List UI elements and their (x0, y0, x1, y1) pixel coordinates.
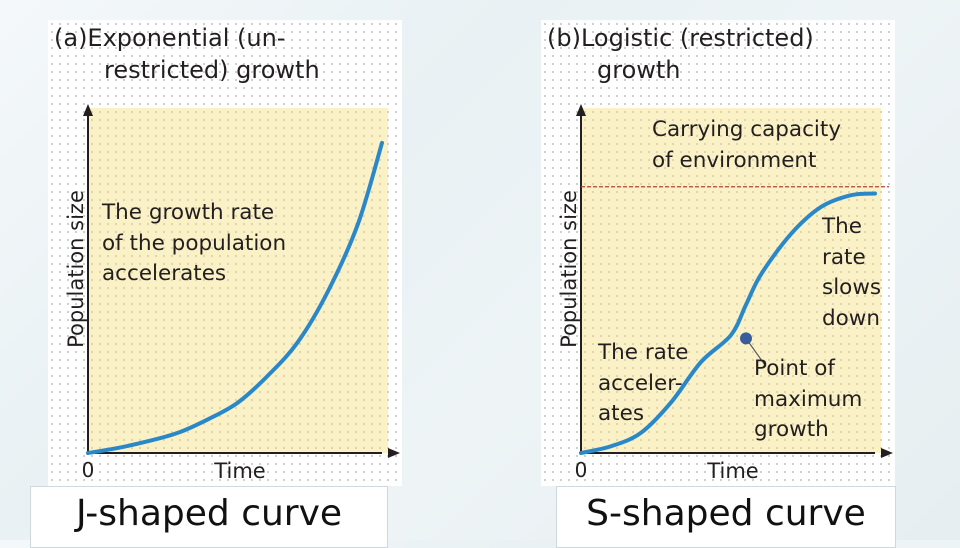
j-curve-caption: J-shaped curve (75, 493, 343, 534)
x-origin-label: 0 (82, 458, 95, 482)
rate-accelerates-annotation: The rate acceler- ates (598, 338, 689, 430)
exponential-growth-chart: 0 Time (82, 104, 400, 483)
annotation-line: The rate (598, 340, 689, 365)
y-axis-arrow (83, 104, 93, 116)
s-curve-caption-box: S-shaped curve (556, 486, 896, 548)
y-axis-arrow (576, 104, 586, 116)
inflection-point (740, 332, 752, 345)
y-axis-label: Population size (557, 190, 581, 348)
rate-slows-annotation: The rate slows down (822, 212, 881, 334)
growth-curve (86, 140, 384, 455)
s-curve-caption: S-shaped curve (586, 493, 866, 534)
annotation-line: The (822, 214, 862, 239)
growth-curve (579, 191, 877, 455)
annotation-line: acceler- (598, 370, 683, 396)
panel-title: (a)Exponential (un- restricted) growth (54, 22, 399, 86)
logistic-growth-panel: 0 Time (b)Logistic (restricted) growth Po… (541, 20, 895, 486)
annotation-line: ates (598, 401, 645, 426)
annotation-line: maximum (754, 386, 863, 412)
annotation-line: down (822, 305, 881, 331)
annotation-line: accelerates (102, 261, 227, 286)
j-curve-caption-box: J-shaped curve (30, 486, 388, 548)
x-origin-label: 0 (575, 458, 588, 482)
growth-rate-annotation: The growth rate of the population accele… (102, 198, 286, 290)
x-axis-arrow (388, 448, 400, 458)
annotation-line: of the population (102, 230, 287, 256)
annotation-line: of environment (652, 147, 817, 173)
x-axis-label: Time (213, 459, 265, 483)
plot-background (88, 108, 388, 453)
panel-title-line-1: (a)Exponential (un- (54, 24, 286, 52)
panel-title-line-2: restricted) growth (104, 56, 320, 84)
exponential-growth-panel: 0 Time (a)Exponential (un- restricted) gr… (48, 20, 402, 486)
panel-title-line-2: growth (597, 56, 681, 84)
x-axis-arrow (881, 448, 893, 458)
y-axis-label: Population size (64, 190, 88, 348)
annotation-line: rate (822, 244, 866, 270)
annotation-line: slows (822, 275, 882, 300)
plot-background (581, 108, 881, 453)
logistic-growth-chart: 0 Time (575, 104, 893, 483)
x-axis-label: Time (706, 459, 758, 483)
carrying-capacity-annotation: Carrying capacity of environment (652, 115, 841, 176)
annotation-line: Carrying capacity (652, 117, 842, 142)
panel-title-line-1: (b)Logistic (restricted) (547, 24, 814, 52)
max-growth-annotation: Point of maximum growth (754, 354, 862, 446)
panel-title: (b)Logistic (restricted) growth (547, 22, 892, 86)
annotation-line: The growth rate (102, 200, 275, 225)
annotation-line: growth (754, 417, 829, 442)
annotation-line: Point of (754, 356, 835, 381)
